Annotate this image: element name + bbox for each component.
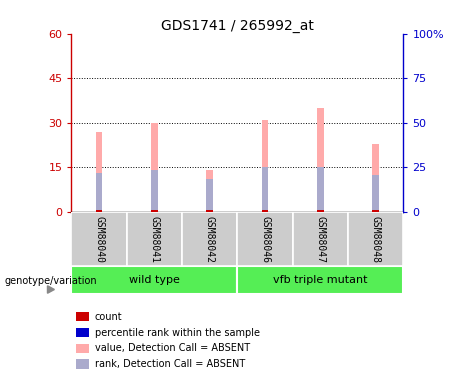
Text: rank, Detection Call = ABSENT: rank, Detection Call = ABSENT bbox=[95, 359, 245, 369]
Text: GSM88040: GSM88040 bbox=[94, 216, 104, 262]
Bar bbox=[262, 120, 268, 212]
Text: GSM88047: GSM88047 bbox=[315, 216, 325, 262]
Text: vfb triple mutant: vfb triple mutant bbox=[273, 275, 367, 285]
Bar bbox=[71, 266, 237, 294]
Text: value, Detection Call = ABSENT: value, Detection Call = ABSENT bbox=[95, 344, 249, 353]
Text: GSM88046: GSM88046 bbox=[260, 216, 270, 262]
Text: GSM88048: GSM88048 bbox=[371, 216, 381, 262]
Bar bbox=[96, 210, 102, 212]
Bar bbox=[151, 170, 158, 212]
Text: wild type: wild type bbox=[129, 275, 180, 285]
Bar bbox=[317, 167, 324, 212]
Bar bbox=[96, 132, 102, 212]
Bar bbox=[293, 212, 348, 266]
Bar bbox=[207, 170, 213, 212]
Bar bbox=[262, 210, 268, 212]
Title: GDS1741 / 265992_at: GDS1741 / 265992_at bbox=[161, 19, 314, 33]
Bar bbox=[237, 266, 403, 294]
Bar bbox=[372, 144, 379, 212]
Bar bbox=[96, 173, 102, 212]
Bar bbox=[151, 210, 158, 212]
Bar bbox=[151, 123, 158, 212]
Bar bbox=[317, 210, 324, 212]
Text: percentile rank within the sample: percentile rank within the sample bbox=[95, 328, 260, 338]
Text: genotype/variation: genotype/variation bbox=[5, 276, 97, 285]
Bar bbox=[182, 212, 237, 266]
Bar bbox=[127, 212, 182, 266]
Bar bbox=[71, 212, 127, 266]
Bar bbox=[372, 175, 379, 212]
Bar bbox=[262, 167, 268, 212]
Bar bbox=[348, 212, 403, 266]
Bar bbox=[372, 210, 379, 212]
Text: count: count bbox=[95, 312, 122, 322]
Bar bbox=[207, 179, 213, 212]
Text: GSM88042: GSM88042 bbox=[205, 216, 215, 262]
Text: GSM88041: GSM88041 bbox=[149, 216, 160, 262]
Bar bbox=[237, 212, 293, 266]
Bar bbox=[207, 210, 213, 212]
Bar bbox=[317, 108, 324, 212]
